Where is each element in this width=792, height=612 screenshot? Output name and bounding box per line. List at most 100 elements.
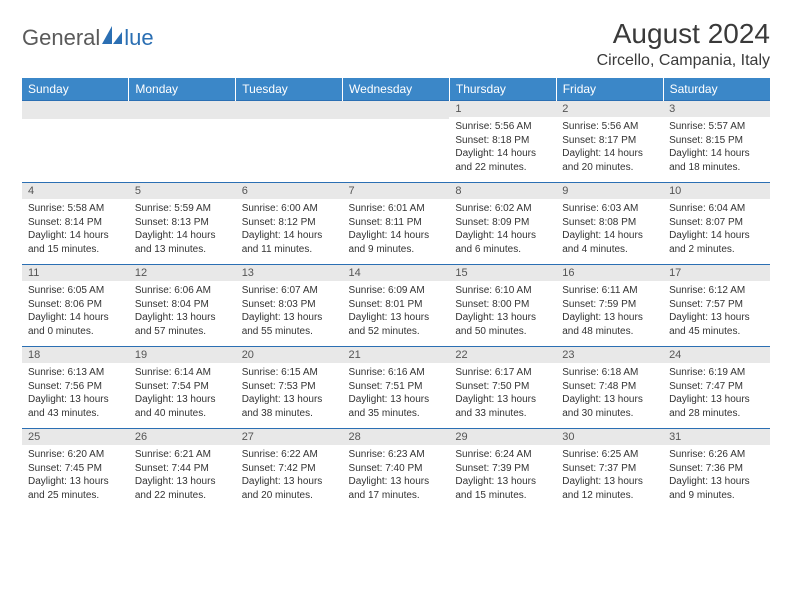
day-cell: 18Sunrise: 6:13 AMSunset: 7:56 PMDayligh…: [22, 347, 129, 429]
weekday-header: Tuesday: [236, 78, 343, 101]
day-cell: [343, 101, 450, 183]
day-number: 29: [449, 429, 556, 445]
day-details: Sunrise: 6:17 AMSunset: 7:50 PMDaylight:…: [449, 363, 556, 428]
weekday-header: Wednesday: [343, 78, 450, 101]
day-details: Sunrise: 6:11 AMSunset: 7:59 PMDaylight:…: [556, 281, 663, 346]
day-cell: 30Sunrise: 6:25 AMSunset: 7:37 PMDayligh…: [556, 429, 663, 511]
day-number: 11: [22, 265, 129, 281]
day-details: Sunrise: 5:56 AMSunset: 8:17 PMDaylight:…: [556, 117, 663, 182]
day-details: Sunrise: 6:20 AMSunset: 7:45 PMDaylight:…: [22, 445, 129, 510]
day-number: 26: [129, 429, 236, 445]
day-number: 21: [343, 347, 450, 363]
day-cell: [22, 101, 129, 183]
day-cell: 21Sunrise: 6:16 AMSunset: 7:51 PMDayligh…: [343, 347, 450, 429]
day-number: 20: [236, 347, 343, 363]
day-details: Sunrise: 5:58 AMSunset: 8:14 PMDaylight:…: [22, 199, 129, 264]
day-details: Sunrise: 6:23 AMSunset: 7:40 PMDaylight:…: [343, 445, 450, 510]
day-cell: 13Sunrise: 6:07 AMSunset: 8:03 PMDayligh…: [236, 265, 343, 347]
header: General lue August 2024 Circello, Campan…: [22, 18, 770, 70]
day-details: Sunrise: 6:14 AMSunset: 7:54 PMDaylight:…: [129, 363, 236, 428]
day-cell: 16Sunrise: 6:11 AMSunset: 7:59 PMDayligh…: [556, 265, 663, 347]
day-details: Sunrise: 5:57 AMSunset: 8:15 PMDaylight:…: [663, 117, 770, 182]
day-number: 16: [556, 265, 663, 281]
day-number: 5: [129, 183, 236, 199]
logo: General lue: [22, 24, 154, 51]
day-details: Sunrise: 5:56 AMSunset: 8:18 PMDaylight:…: [449, 117, 556, 182]
day-cell: 15Sunrise: 6:10 AMSunset: 8:00 PMDayligh…: [449, 265, 556, 347]
day-details: Sunrise: 6:26 AMSunset: 7:36 PMDaylight:…: [663, 445, 770, 510]
day-details: Sunrise: 6:16 AMSunset: 7:51 PMDaylight:…: [343, 363, 450, 428]
weekday-header: Monday: [129, 78, 236, 101]
day-cell: [129, 101, 236, 183]
day-details: Sunrise: 6:13 AMSunset: 7:56 PMDaylight:…: [22, 363, 129, 428]
month-title: August 2024: [597, 18, 770, 50]
day-cell: 29Sunrise: 6:24 AMSunset: 7:39 PMDayligh…: [449, 429, 556, 511]
day-details: Sunrise: 6:01 AMSunset: 8:11 PMDaylight:…: [343, 199, 450, 264]
empty-day-bar: [343, 101, 450, 119]
location: Circello, Campania, Italy: [597, 52, 770, 70]
day-cell: 4Sunrise: 5:58 AMSunset: 8:14 PMDaylight…: [22, 183, 129, 265]
day-details: Sunrise: 6:15 AMSunset: 7:53 PMDaylight:…: [236, 363, 343, 428]
day-details: Sunrise: 6:07 AMSunset: 8:03 PMDaylight:…: [236, 281, 343, 346]
day-cell: 17Sunrise: 6:12 AMSunset: 7:57 PMDayligh…: [663, 265, 770, 347]
weekday-header: Saturday: [663, 78, 770, 101]
calendar-body: 1Sunrise: 5:56 AMSunset: 8:18 PMDaylight…: [22, 101, 770, 511]
day-cell: 7Sunrise: 6:01 AMSunset: 8:11 PMDaylight…: [343, 183, 450, 265]
day-details: Sunrise: 6:12 AMSunset: 7:57 PMDaylight:…: [663, 281, 770, 346]
empty-day-bar: [129, 101, 236, 119]
day-cell: 22Sunrise: 6:17 AMSunset: 7:50 PMDayligh…: [449, 347, 556, 429]
calendar-page: General lue August 2024 Circello, Campan…: [0, 0, 792, 528]
day-cell: 12Sunrise: 6:06 AMSunset: 8:04 PMDayligh…: [129, 265, 236, 347]
day-cell: 8Sunrise: 6:02 AMSunset: 8:09 PMDaylight…: [449, 183, 556, 265]
day-cell: 14Sunrise: 6:09 AMSunset: 8:01 PMDayligh…: [343, 265, 450, 347]
empty-day-bar: [236, 101, 343, 119]
day-cell: 3Sunrise: 5:57 AMSunset: 8:15 PMDaylight…: [663, 101, 770, 183]
week-row: 1Sunrise: 5:56 AMSunset: 8:18 PMDaylight…: [22, 101, 770, 183]
day-cell: 10Sunrise: 6:04 AMSunset: 8:07 PMDayligh…: [663, 183, 770, 265]
day-cell: 2Sunrise: 5:56 AMSunset: 8:17 PMDaylight…: [556, 101, 663, 183]
day-cell: 27Sunrise: 6:22 AMSunset: 7:42 PMDayligh…: [236, 429, 343, 511]
empty-day-body: [343, 119, 450, 179]
day-cell: 23Sunrise: 6:18 AMSunset: 7:48 PMDayligh…: [556, 347, 663, 429]
calendar-table: Sunday Monday Tuesday Wednesday Thursday…: [22, 78, 770, 510]
day-details: Sunrise: 6:22 AMSunset: 7:42 PMDaylight:…: [236, 445, 343, 510]
day-cell: 9Sunrise: 6:03 AMSunset: 8:08 PMDaylight…: [556, 183, 663, 265]
day-number: 14: [343, 265, 450, 281]
day-details: Sunrise: 6:06 AMSunset: 8:04 PMDaylight:…: [129, 281, 236, 346]
day-number: 30: [556, 429, 663, 445]
day-details: Sunrise: 6:10 AMSunset: 8:00 PMDaylight:…: [449, 281, 556, 346]
title-block: August 2024 Circello, Campania, Italy: [597, 18, 770, 70]
day-number: 6: [236, 183, 343, 199]
day-details: Sunrise: 6:00 AMSunset: 8:12 PMDaylight:…: [236, 199, 343, 264]
empty-day-body: [22, 119, 129, 179]
day-number: 19: [129, 347, 236, 363]
day-number: 8: [449, 183, 556, 199]
day-details: Sunrise: 5:59 AMSunset: 8:13 PMDaylight:…: [129, 199, 236, 264]
day-details: Sunrise: 6:24 AMSunset: 7:39 PMDaylight:…: [449, 445, 556, 510]
week-row: 18Sunrise: 6:13 AMSunset: 7:56 PMDayligh…: [22, 347, 770, 429]
empty-day-body: [236, 119, 343, 179]
day-number: 28: [343, 429, 450, 445]
day-details: Sunrise: 6:19 AMSunset: 7:47 PMDaylight:…: [663, 363, 770, 428]
empty-day-bar: [22, 101, 129, 119]
weekday-header: Friday: [556, 78, 663, 101]
day-number: 24: [663, 347, 770, 363]
day-cell: 31Sunrise: 6:26 AMSunset: 7:36 PMDayligh…: [663, 429, 770, 511]
day-number: 12: [129, 265, 236, 281]
day-number: 25: [22, 429, 129, 445]
day-cell: [236, 101, 343, 183]
day-details: Sunrise: 6:02 AMSunset: 8:09 PMDaylight:…: [449, 199, 556, 264]
day-details: Sunrise: 6:03 AMSunset: 8:08 PMDaylight:…: [556, 199, 663, 264]
day-cell: 19Sunrise: 6:14 AMSunset: 7:54 PMDayligh…: [129, 347, 236, 429]
weekday-header: Sunday: [22, 78, 129, 101]
day-cell: 1Sunrise: 5:56 AMSunset: 8:18 PMDaylight…: [449, 101, 556, 183]
day-number: 3: [663, 101, 770, 117]
day-number: 10: [663, 183, 770, 199]
day-number: 27: [236, 429, 343, 445]
day-number: 2: [556, 101, 663, 117]
day-cell: 26Sunrise: 6:21 AMSunset: 7:44 PMDayligh…: [129, 429, 236, 511]
week-row: 4Sunrise: 5:58 AMSunset: 8:14 PMDaylight…: [22, 183, 770, 265]
week-row: 25Sunrise: 6:20 AMSunset: 7:45 PMDayligh…: [22, 429, 770, 511]
day-cell: 5Sunrise: 5:59 AMSunset: 8:13 PMDaylight…: [129, 183, 236, 265]
weekday-header: Thursday: [449, 78, 556, 101]
